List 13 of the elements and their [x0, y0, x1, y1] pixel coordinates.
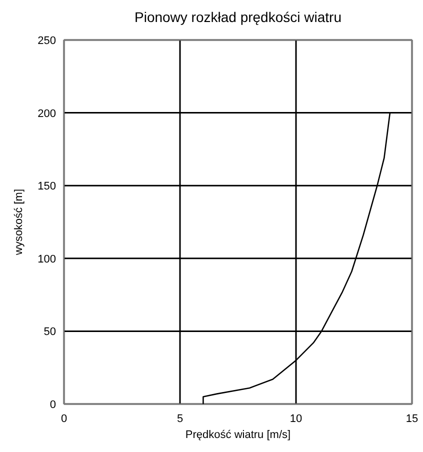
chart-title: Pionowy rozkład prędkości wiatru: [134, 9, 342, 25]
x-tick-label: 0: [60, 413, 68, 425]
y-tick-label: 150: [38, 180, 56, 193]
y-tick-label: 0: [50, 399, 56, 411]
x-tick-label: 5: [176, 413, 184, 425]
y-axis-title: wysokość [m]: [13, 188, 25, 256]
x-tick-label: 15: [406, 413, 418, 425]
y-tick-label: 100: [38, 253, 56, 266]
x-axis-title: Prędkość wiatru [m/s]: [185, 429, 291, 441]
y-tick-label: 250: [38, 35, 56, 47]
y-tick-label: 200: [38, 108, 56, 120]
y-tick-label: 50: [44, 326, 56, 338]
x-tick-label: 10: [290, 413, 302, 425]
